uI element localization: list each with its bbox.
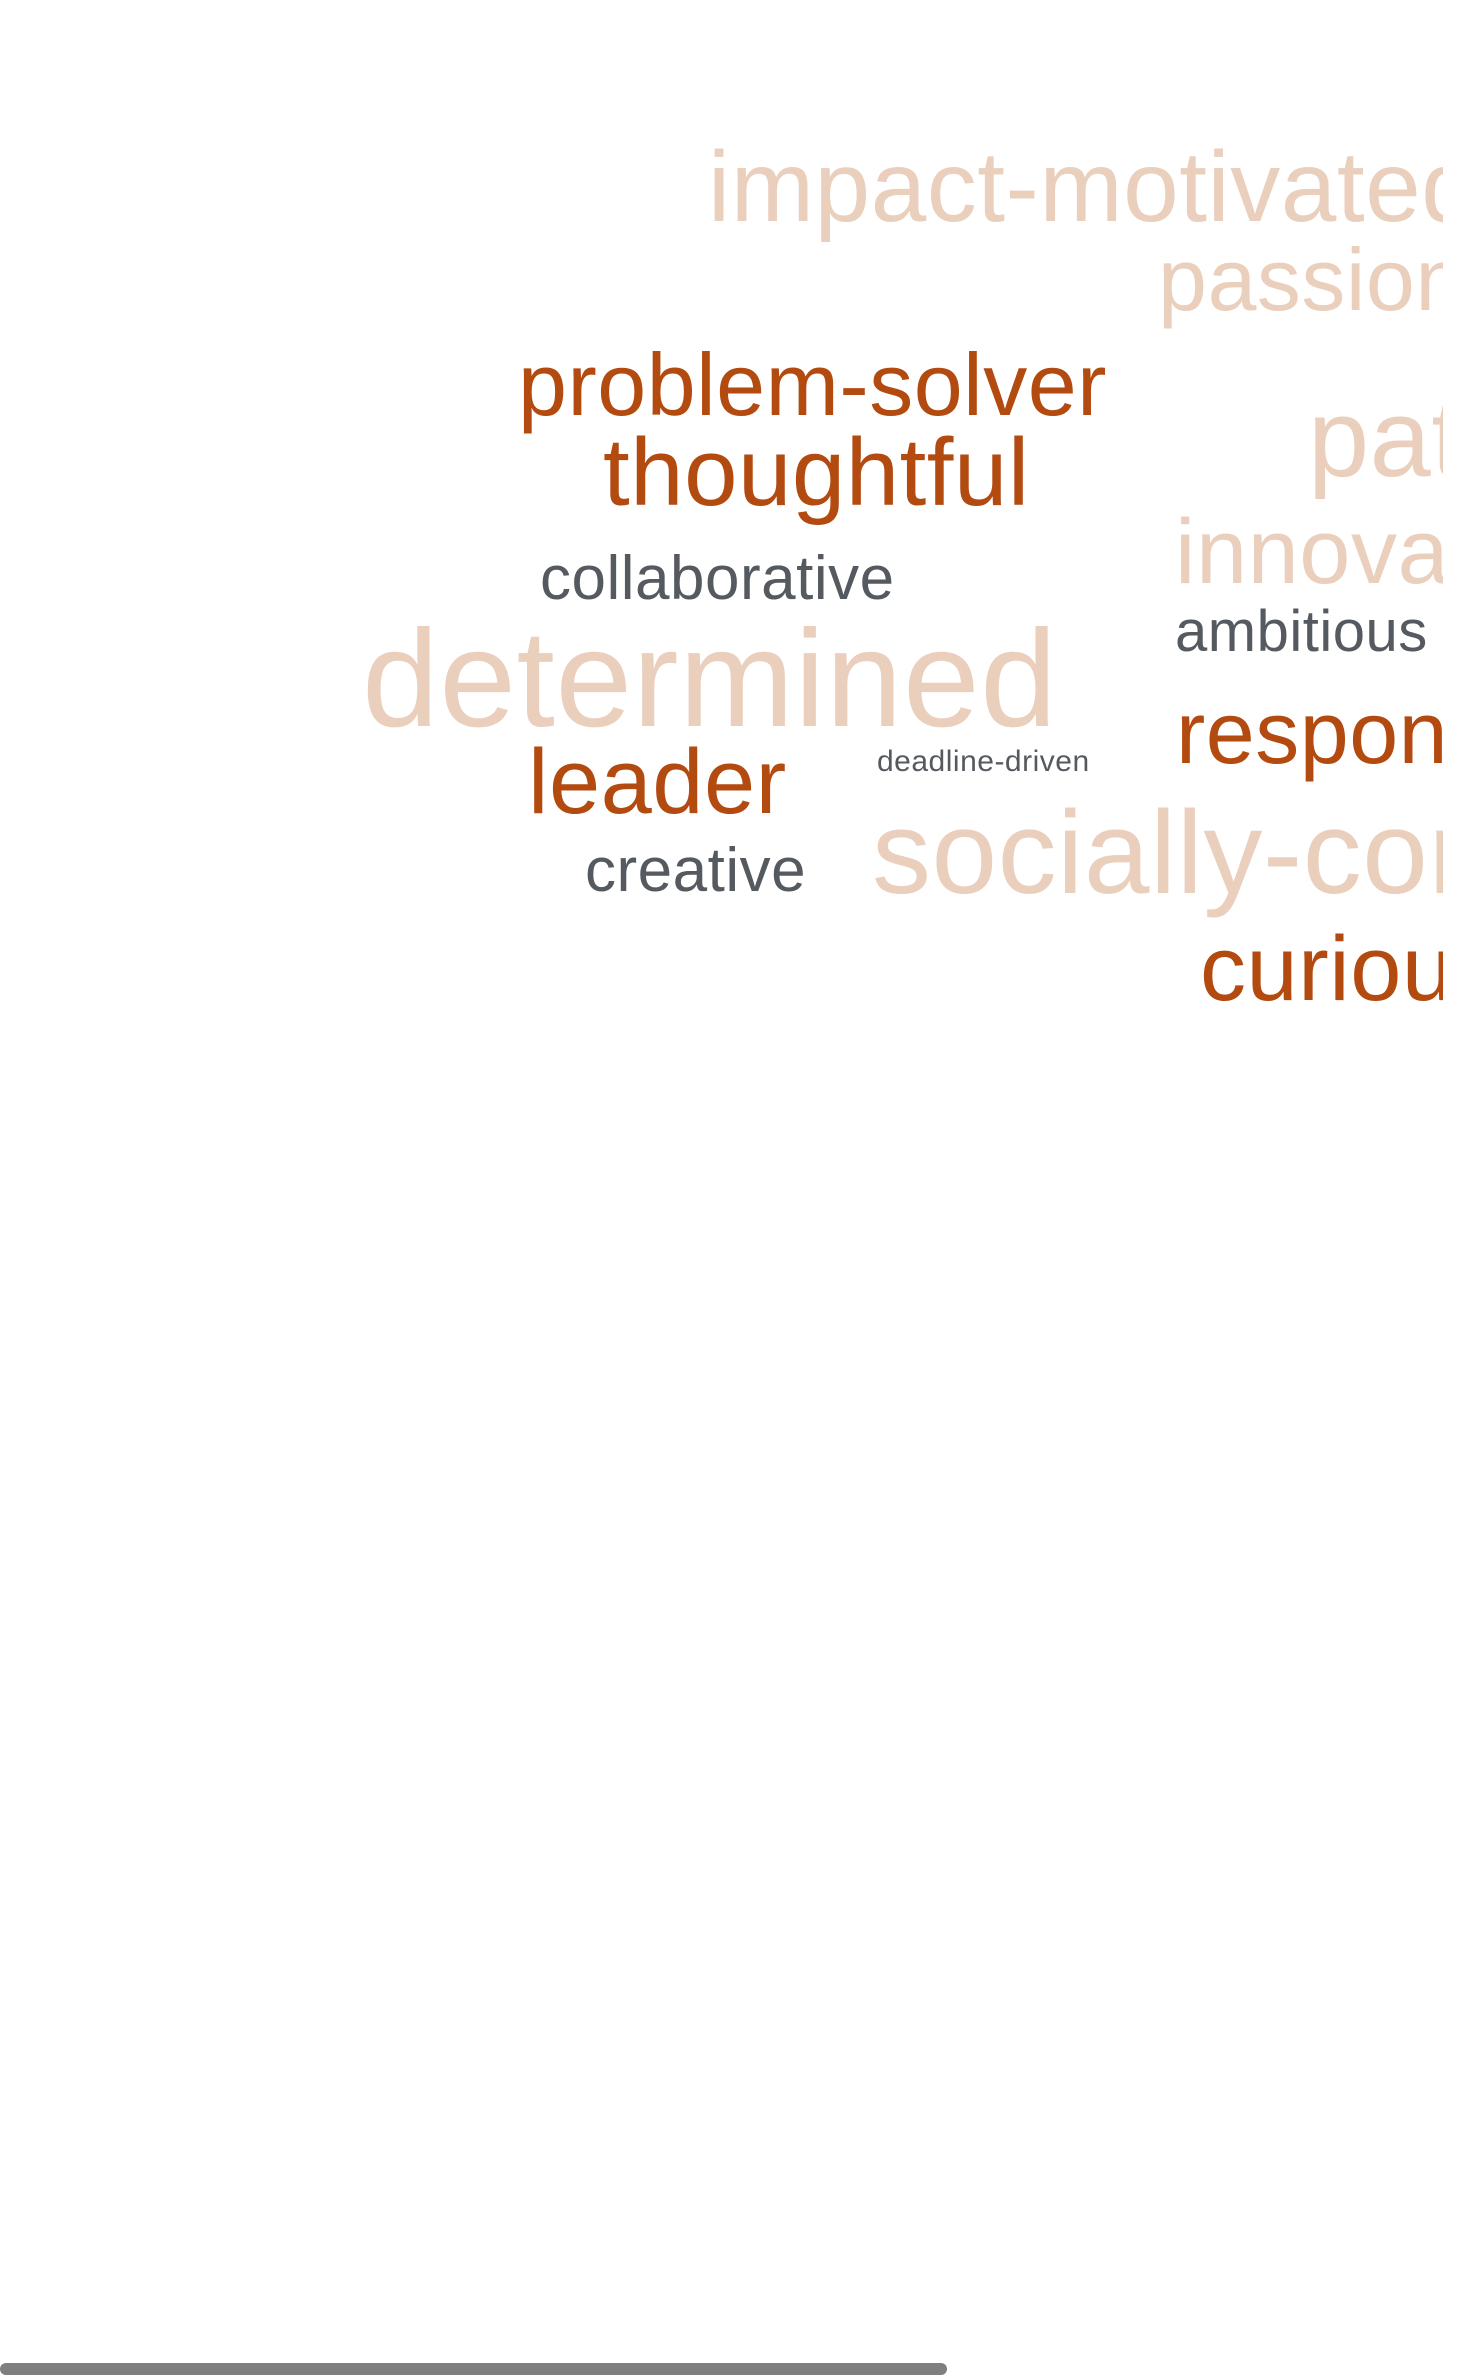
word-creative: creative [585,836,807,905]
word-impact-motivated: impact-motivated [708,131,1443,243]
horizontal-scrollbar[interactable] [0,1180,1458,2375]
word-cloud-viewport: impact-motivated passionate problem-solv… [0,0,1443,1180]
word-collaborative: collaborative [540,544,895,613]
word-deadline-driven: deadline-driven [877,745,1090,778]
word-innovative: innovative [1175,501,1443,603]
word-cloud: impact-motivated passionate problem-solv… [0,0,1443,1180]
word-problem-solver: problem-solver [518,335,1107,434]
word-socially-conscious: socially-conscious [872,787,1443,919]
word-ambitious: ambitious [1175,599,1428,664]
word-determined: determined [362,602,1058,756]
word-leader: leader [528,731,787,833]
word-passionate: passionate [1158,230,1443,329]
word-patient: patient [1308,377,1443,500]
word-curious: curious [1200,918,1443,1020]
word-responsible: responsible [1176,683,1443,782]
word-thoughtful: thoughtful [603,419,1030,526]
scrollbar-thumb[interactable] [0,2363,947,2375]
